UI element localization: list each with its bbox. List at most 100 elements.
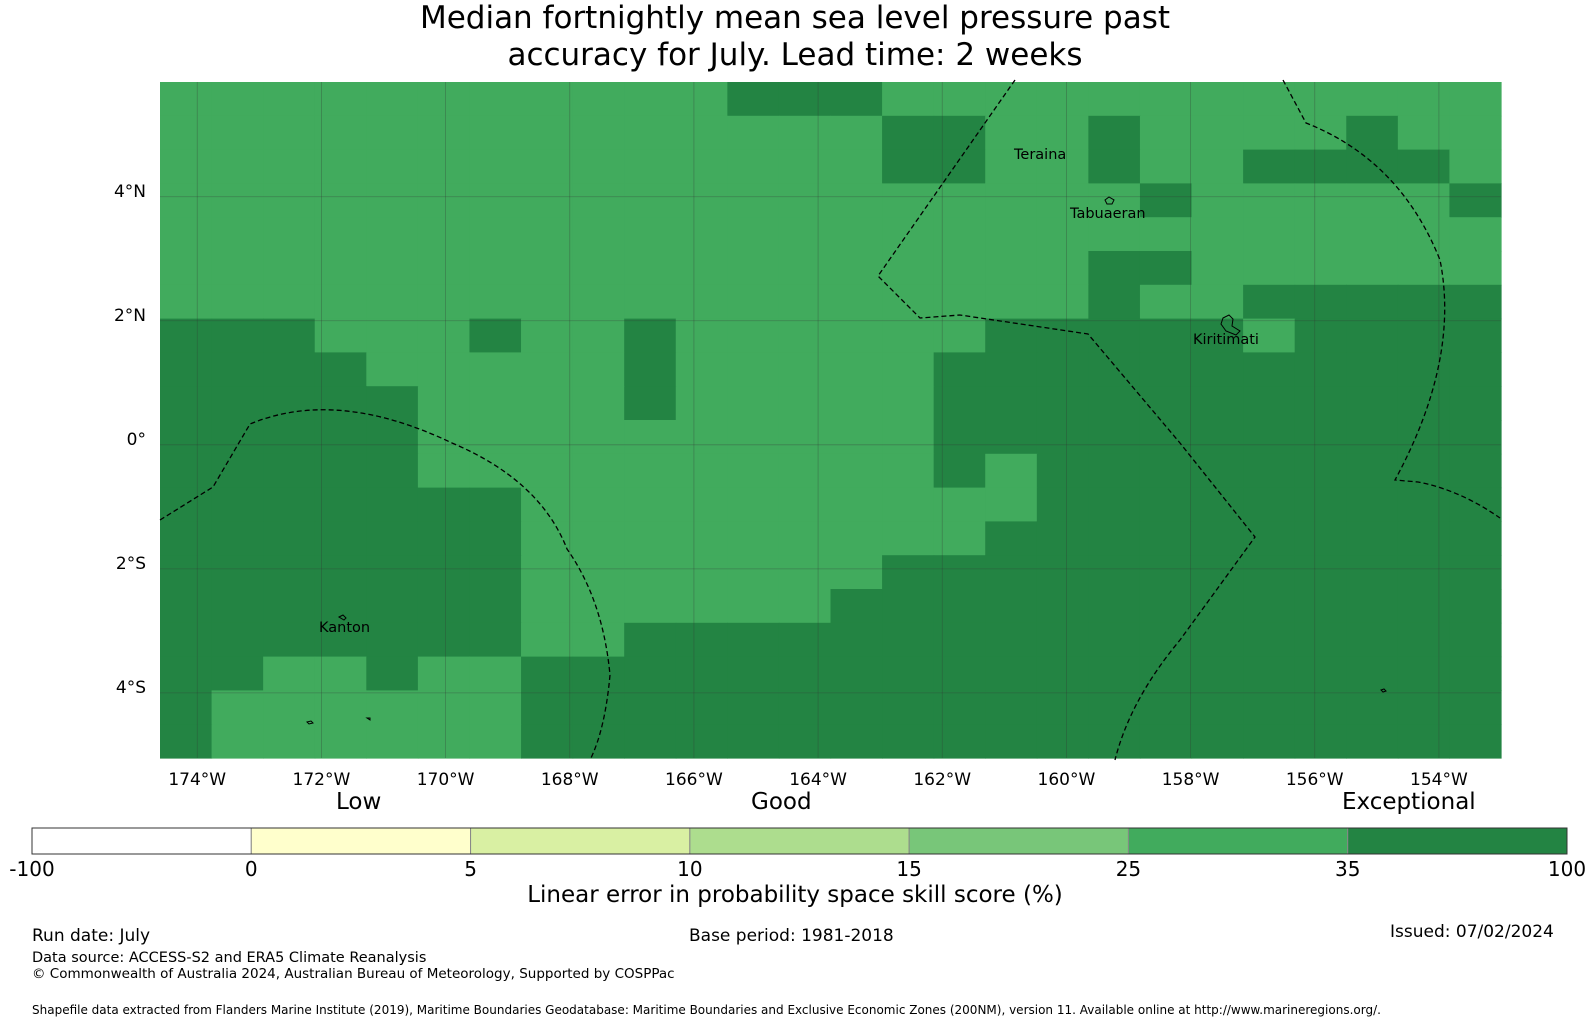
skill-cell-exceptional xyxy=(1397,453,1451,489)
skill-cell-good xyxy=(933,217,986,252)
skill-cell-good xyxy=(314,284,367,320)
skill-cell-exceptional xyxy=(882,656,935,691)
skill-cell-good xyxy=(1036,82,1089,117)
skill-cell-good xyxy=(469,183,522,218)
skill-cell-good xyxy=(1036,284,1089,320)
lat-label-2s: 2°S xyxy=(115,554,146,574)
skill-cell-exceptional xyxy=(1294,521,1347,556)
skill-cell-good xyxy=(624,284,677,320)
skill-cell-exceptional xyxy=(417,589,471,624)
small-island-3 xyxy=(1380,688,1387,693)
skill-cell-exceptional xyxy=(933,420,986,455)
skill-cell-good xyxy=(727,251,780,286)
eez-boundaries xyxy=(159,79,1501,761)
skill-cell-exceptional xyxy=(521,690,574,725)
small-island-2 xyxy=(365,717,371,721)
skill-cell-good xyxy=(314,149,367,184)
lon-label: 164°W xyxy=(789,770,847,790)
skill-cell-good xyxy=(417,656,471,691)
skill-cell-exceptional xyxy=(985,318,1038,353)
skill-cell-exceptional xyxy=(314,521,367,556)
skill-cell-exceptional xyxy=(314,386,367,421)
skill-cell-exceptional xyxy=(1346,656,1399,691)
skill-cell-exceptional xyxy=(1346,115,1399,151)
skill-cell-good xyxy=(314,656,367,691)
skill-cell-exceptional xyxy=(1191,386,1244,421)
skill-cell-good xyxy=(624,589,677,624)
skill-cell-good xyxy=(1346,251,1399,286)
skill-cell-good xyxy=(727,115,780,151)
skill-cell-exceptional xyxy=(211,420,264,455)
skill-cell-exceptional xyxy=(1191,453,1244,489)
lon-label: 170°W xyxy=(416,770,475,790)
skill-cell-good xyxy=(521,115,574,151)
skill-cell-exceptional xyxy=(263,521,316,556)
skill-cell-exceptional xyxy=(1191,521,1244,556)
skill-cell-good xyxy=(778,487,832,522)
skill-cell-exceptional xyxy=(1088,149,1141,184)
skill-cell-exceptional xyxy=(1036,386,1089,421)
skill-cell-good xyxy=(1397,217,1451,252)
skill-cell-good xyxy=(933,183,986,218)
shapefile-credit: Shapefile data extracted from Flanders M… xyxy=(32,1003,1381,1017)
skill-cell-exceptional xyxy=(1088,521,1141,556)
skill-cell-exceptional xyxy=(985,724,1038,759)
skill-cell-exceptional xyxy=(1139,724,1193,759)
skill-cell-good xyxy=(572,284,625,320)
skill-cell-exceptional xyxy=(882,589,935,624)
skill-cell-exceptional xyxy=(417,487,471,522)
skill-cell-exceptional xyxy=(211,521,264,556)
skill-cell-good xyxy=(727,149,780,184)
skill-cell-exceptional xyxy=(1191,555,1244,590)
skill-cell-good xyxy=(417,318,471,353)
skill-cell-exceptional xyxy=(1294,589,1347,624)
skill-cell-exceptional xyxy=(882,622,935,658)
skill-cell-exceptional xyxy=(366,656,419,691)
skill-cell-exceptional xyxy=(1397,318,1451,353)
skill-cell-good xyxy=(314,690,367,725)
skill-cell-exceptional xyxy=(624,690,677,725)
skill-cell-good xyxy=(366,115,419,151)
skill-cell-exceptional xyxy=(1397,487,1451,522)
eez-boundary-east xyxy=(1282,79,1501,519)
colorbar-segment xyxy=(250,827,472,855)
colorbar-segment xyxy=(908,827,1129,855)
skill-cell-good xyxy=(830,183,883,218)
skill-cell-exceptional xyxy=(211,555,264,590)
skill-cell-good xyxy=(1449,251,1502,286)
skill-cell-exceptional xyxy=(1346,386,1399,421)
skill-cell-good xyxy=(314,724,367,759)
skill-cell-good xyxy=(675,386,728,421)
skill-cell-good xyxy=(1294,251,1347,286)
lon-label: 166°W xyxy=(665,770,723,790)
skill-cell-good xyxy=(830,115,883,151)
skill-cell-good xyxy=(985,453,1038,489)
base-period: Base period: 1981-2018 xyxy=(689,926,894,946)
skill-cell-good xyxy=(1449,149,1502,184)
skill-cell-good xyxy=(1397,251,1451,286)
skill-cell-exceptional xyxy=(1449,724,1502,759)
skill-cell-exceptional xyxy=(1088,690,1141,725)
skill-cell-exceptional xyxy=(160,453,213,489)
colorbar-tick-label: 5 xyxy=(464,857,477,881)
skill-cell-good xyxy=(624,217,677,252)
skill-cell-exceptional xyxy=(1449,420,1502,455)
skill-cell-good xyxy=(778,217,832,252)
skill-cell-exceptional xyxy=(1294,487,1347,522)
skill-cell-exceptional xyxy=(1449,386,1502,421)
skill-cell-exceptional xyxy=(1449,656,1502,691)
skill-cell-good xyxy=(1346,82,1399,117)
skill-cell-exceptional xyxy=(1036,487,1089,522)
skill-cell-exceptional xyxy=(1397,589,1451,624)
skill-cell-good xyxy=(882,284,935,320)
skill-cell-exceptional xyxy=(1397,724,1451,759)
skill-cell-good xyxy=(521,352,574,387)
skill-cell-exceptional xyxy=(624,318,677,353)
skill-cell-exceptional xyxy=(1346,453,1399,489)
skill-cell-good xyxy=(366,318,419,353)
skill-cell-good xyxy=(675,183,728,218)
lon-label: 154°W xyxy=(1410,770,1468,790)
skill-cell-exceptional xyxy=(366,420,419,455)
skill-cell-good xyxy=(417,352,471,387)
skill-cell-exceptional xyxy=(1346,521,1399,556)
